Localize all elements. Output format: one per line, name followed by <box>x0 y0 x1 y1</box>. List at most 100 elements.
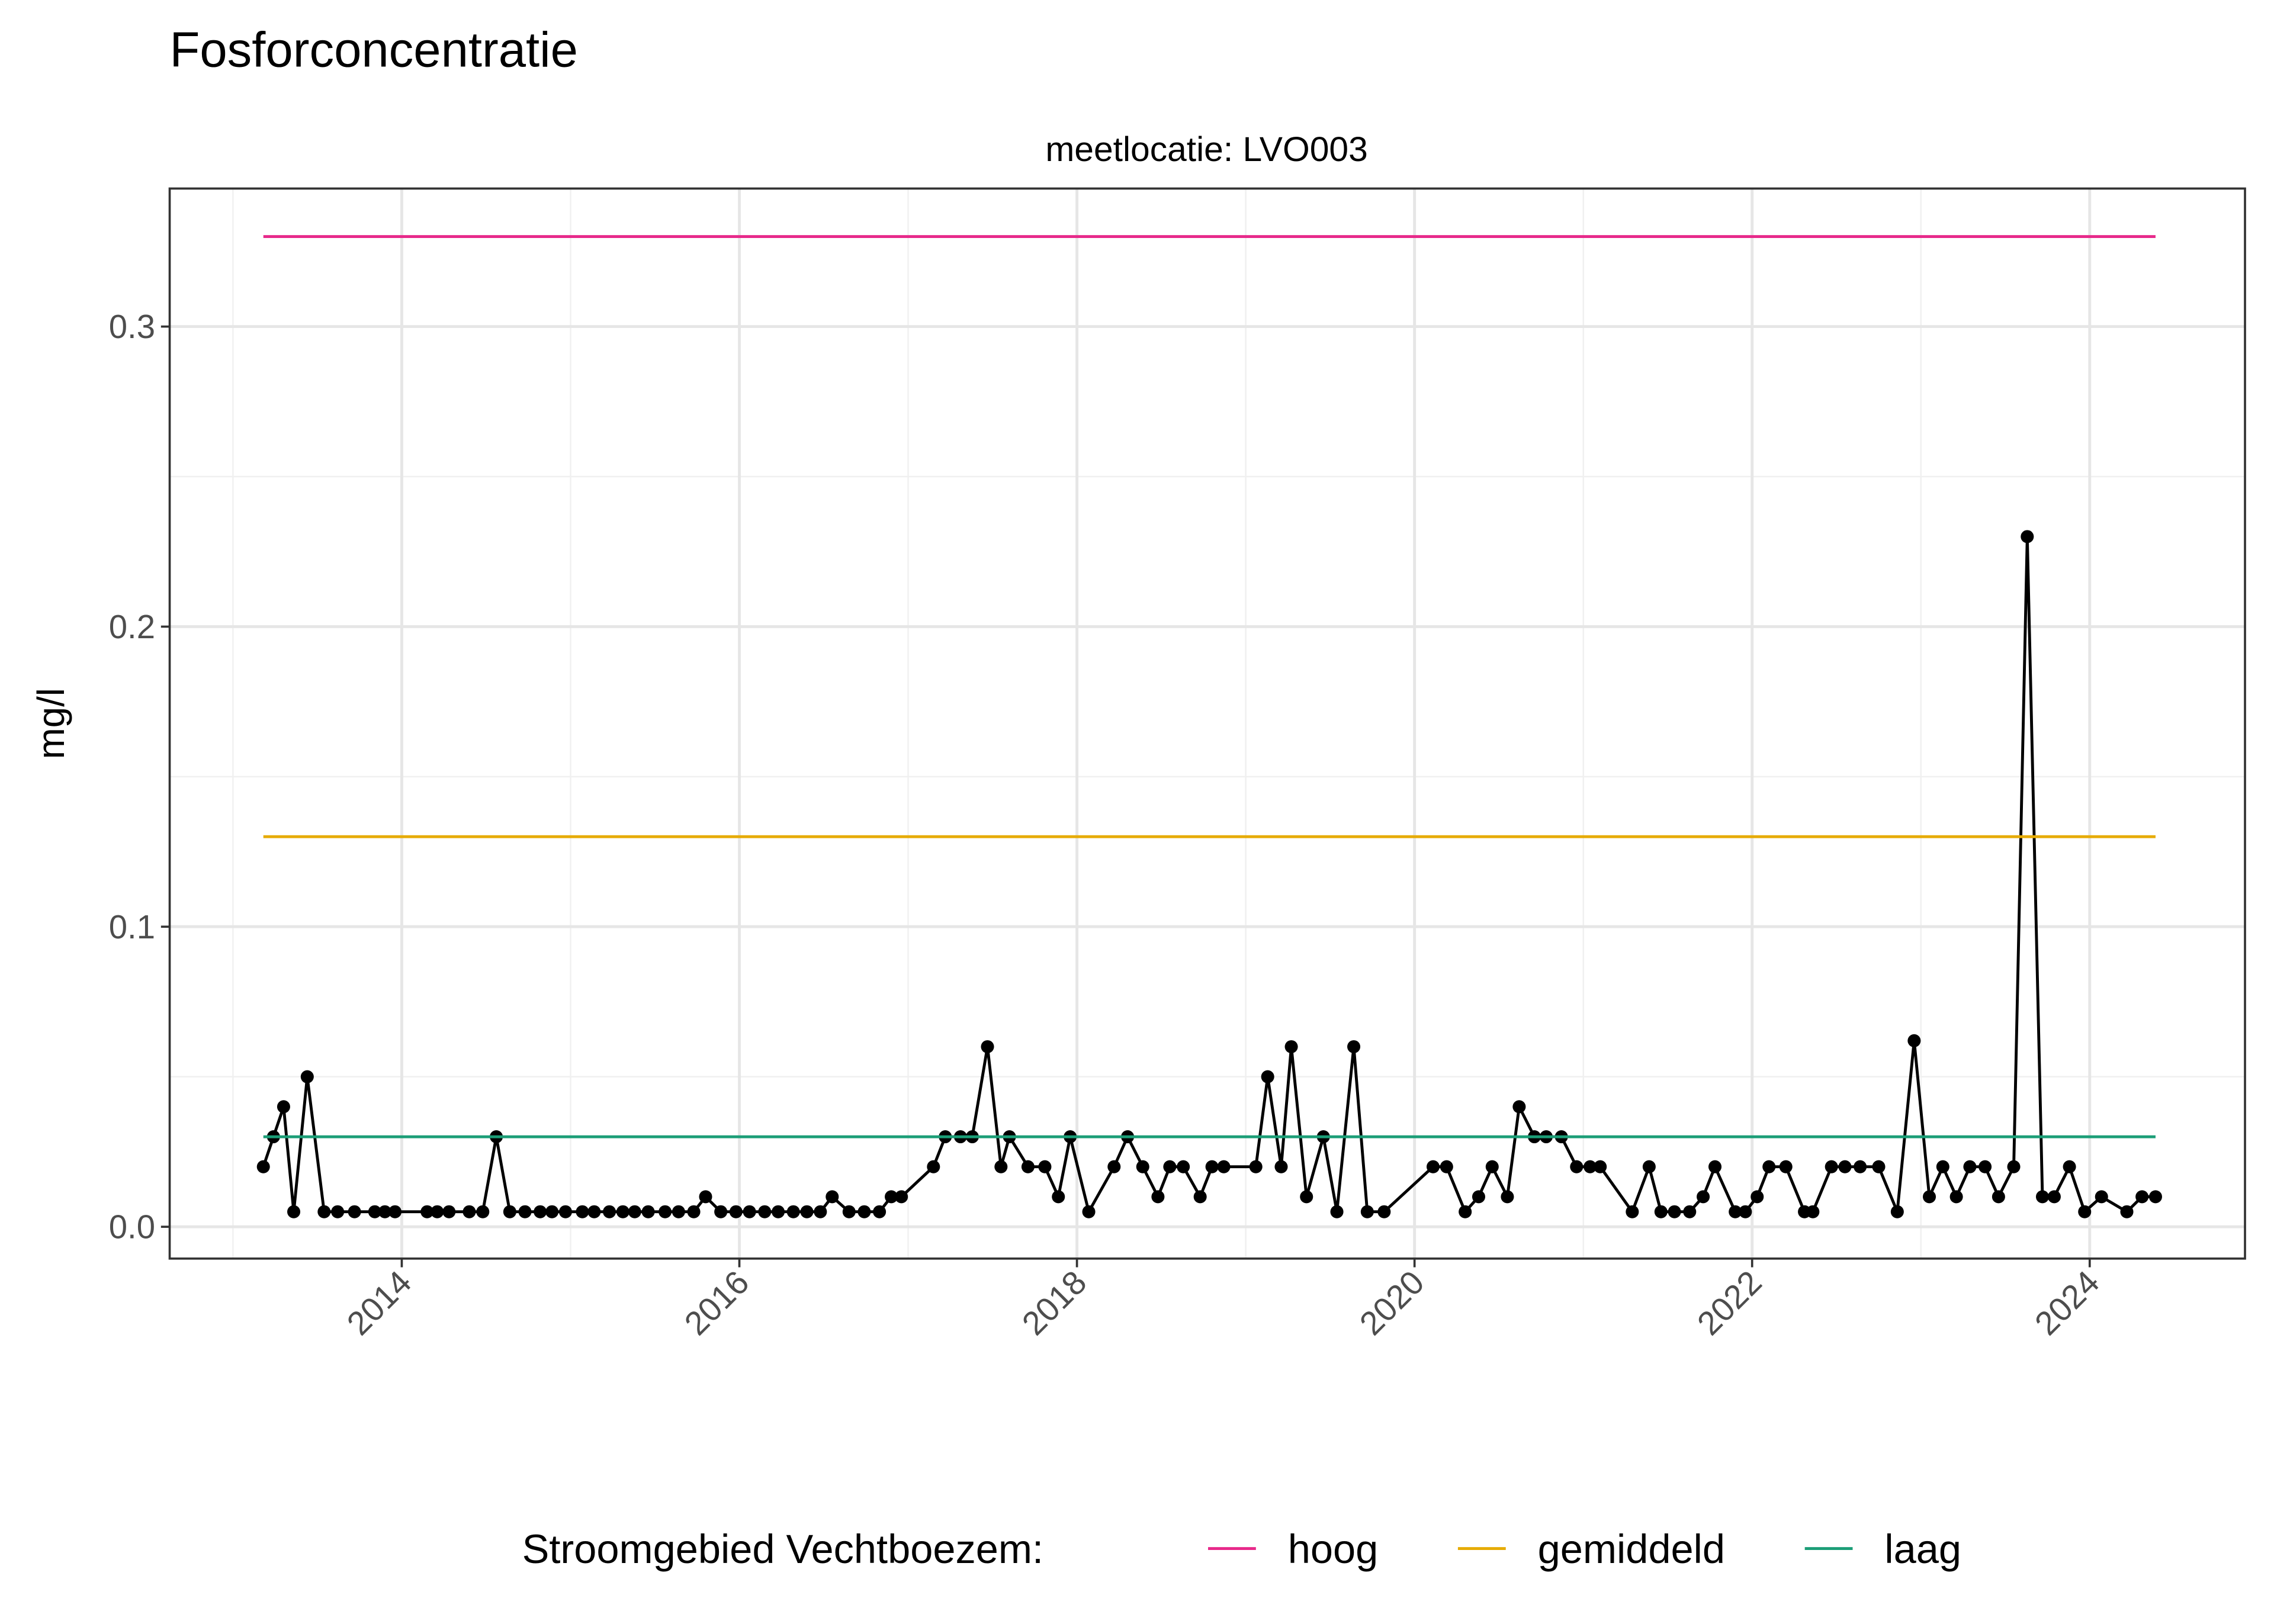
data-point <box>1052 1190 1065 1204</box>
data-point <box>1163 1160 1177 1173</box>
data-point <box>672 1205 685 1218</box>
data-point <box>420 1205 434 1218</box>
data-point <box>1922 1190 1936 1204</box>
data-point <box>2135 1190 2149 1204</box>
data-point <box>1992 1190 2005 1204</box>
data-point <box>1136 1160 1149 1173</box>
legend-label: hoog <box>1288 1526 1379 1572</box>
plot-area <box>256 235 2162 1218</box>
data-point <box>331 1205 345 1218</box>
data-point <box>1963 1160 1977 1173</box>
data-point <box>1751 1190 1764 1204</box>
data-point <box>1708 1160 1722 1173</box>
chart-title: Fosforconcentratie <box>170 22 578 78</box>
data-point <box>1485 1160 1499 1173</box>
data-point <box>1082 1205 1096 1218</box>
data-point <box>1594 1160 1607 1173</box>
data-point <box>1779 1160 1793 1173</box>
data-point <box>388 1205 402 1218</box>
data-point <box>1472 1190 1485 1204</box>
data-point <box>1261 1070 1274 1083</box>
data-point <box>1806 1205 1820 1218</box>
data-point <box>368 1205 381 1218</box>
data-point <box>287 1205 301 1218</box>
legend-title: Stroomgebied Vechtboezem: <box>522 1526 1043 1572</box>
data-point <box>545 1205 559 1218</box>
data-point <box>476 1205 490 1218</box>
data-point <box>1284 1040 1298 1053</box>
data-point <box>758 1205 772 1218</box>
data-point <box>857 1205 871 1218</box>
data-point <box>1330 1205 1344 1218</box>
data-point <box>256 1160 270 1173</box>
data-point <box>1654 1205 1668 1218</box>
legend: hoog gemiddeld laag <box>1208 1526 1961 1572</box>
data-point <box>1825 1160 1838 1173</box>
data-point <box>2021 530 2034 544</box>
data-point <box>873 1205 887 1218</box>
facet-label: meetlocatie: LVO003 <box>1045 130 1367 169</box>
data-point <box>1512 1100 1526 1114</box>
data-point <box>277 1100 290 1114</box>
data-point <box>1193 1190 1207 1204</box>
y-tick-label: 0.2 <box>109 608 155 645</box>
data-point <box>1936 1160 1949 1173</box>
data-point <box>699 1190 712 1204</box>
data-point <box>927 1160 940 1173</box>
data-point <box>1360 1205 1374 1218</box>
data-point <box>1440 1160 1453 1173</box>
data-point <box>994 1160 1008 1173</box>
data-point <box>1205 1160 1219 1173</box>
data-point <box>1459 1205 1472 1218</box>
data-point <box>2078 1205 2092 1218</box>
data-point <box>2007 1160 2021 1173</box>
data-point <box>1978 1160 1992 1173</box>
data-point <box>558 1205 572 1218</box>
legend-label: laag <box>1884 1526 1961 1572</box>
data-point <box>1729 1205 1742 1218</box>
data-point <box>603 1205 616 1218</box>
data-point <box>1838 1160 1852 1173</box>
data-point <box>1151 1190 1165 1204</box>
data-point <box>800 1205 814 1218</box>
data-point <box>518 1205 532 1218</box>
data-point <box>1907 1034 1921 1047</box>
data-point <box>628 1205 641 1218</box>
data-point <box>2095 1190 2108 1204</box>
data-point <box>981 1040 994 1053</box>
data-point <box>1626 1205 1639 1218</box>
data-point <box>641 1205 655 1218</box>
data-point <box>1177 1160 1190 1173</box>
data-point <box>714 1205 728 1218</box>
data-point <box>1642 1160 1656 1173</box>
data-point <box>1038 1160 1052 1173</box>
data-point <box>826 1190 839 1204</box>
data-point <box>300 1070 314 1083</box>
data-point <box>442 1205 456 1218</box>
data-point <box>743 1205 756 1218</box>
data-point <box>462 1205 476 1218</box>
data-point <box>1426 1160 1440 1173</box>
data-point <box>2047 1190 2061 1204</box>
data-point <box>1501 1190 1514 1204</box>
data-point <box>1762 1160 1776 1173</box>
data-point <box>2063 1160 2076 1173</box>
data-point <box>1697 1190 1710 1204</box>
data-point <box>431 1205 444 1218</box>
data-point <box>659 1205 672 1218</box>
data-point <box>1021 1160 1035 1173</box>
data-point <box>729 1205 743 1218</box>
data-point <box>1584 1160 1597 1173</box>
data-point <box>378 1205 391 1218</box>
data-point <box>687 1205 701 1218</box>
data-point <box>587 1205 601 1218</box>
data-point <box>317 1205 331 1218</box>
y-tick-label: 0.3 <box>109 308 155 345</box>
data-point <box>1217 1160 1231 1173</box>
data-point <box>842 1205 856 1218</box>
data-point <box>786 1205 800 1218</box>
